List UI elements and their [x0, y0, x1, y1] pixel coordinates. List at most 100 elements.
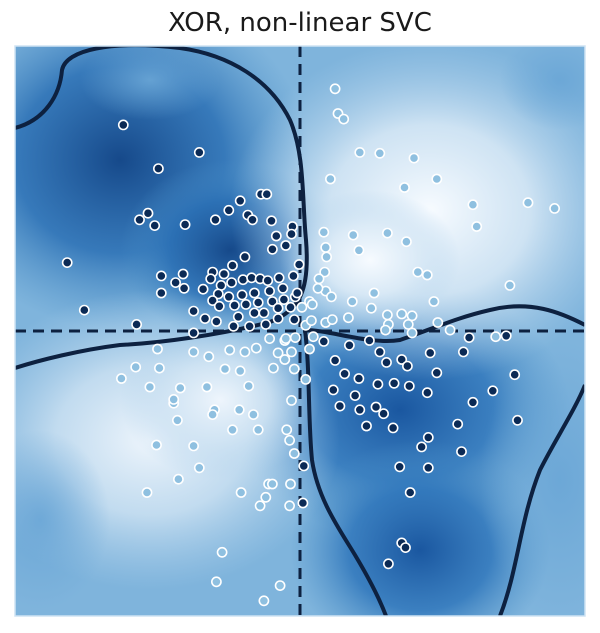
data-point-negative-73	[279, 354, 291, 365]
data-point-negative-22	[421, 269, 433, 281]
data-point-positive-80	[372, 378, 384, 390]
data-point-positive-49	[240, 298, 252, 310]
data-point-negative-15	[400, 236, 412, 248]
data-point-negative-0	[329, 83, 341, 95]
data-point-negative-12	[471, 221, 483, 232]
data-point-negative-61	[203, 351, 215, 363]
data-point-positive-108	[394, 461, 406, 473]
data-point-negative-97	[172, 473, 184, 485]
data-point-positive-70	[61, 257, 73, 268]
data-point-negative-101	[141, 487, 153, 498]
data-point-negative-6	[408, 152, 420, 164]
data-point-negative-25	[313, 273, 325, 285]
data-point-positive-58	[285, 301, 296, 313]
scatter-points	[61, 83, 560, 607]
data-point-negative-19	[321, 251, 332, 263]
data-point-positive-63	[272, 313, 284, 324]
data-point-positive-89	[424, 347, 436, 359]
data-point-negative-95	[285, 478, 296, 490]
data-point-positive-100	[452, 418, 464, 430]
data-point-negative-71	[243, 380, 255, 392]
data-point-negative-38	[306, 298, 318, 310]
data-point-positive-42	[248, 287, 260, 299]
data-point-positive-99	[422, 431, 434, 443]
data-point-positive-3	[142, 207, 154, 219]
data-point-positive-77	[381, 356, 392, 368]
data-point-negative-2	[338, 113, 350, 125]
data-point-negative-17	[320, 241, 332, 253]
data-point-negative-54	[307, 331, 319, 343]
data-point-negative-58	[250, 342, 262, 354]
data-point-negative-100	[260, 491, 272, 503]
data-point-positive-69	[78, 304, 90, 316]
data-point-positive-13	[247, 214, 258, 226]
data-point-negative-28	[346, 296, 358, 307]
data-point-positive-57	[272, 302, 284, 314]
data-point-positive-81	[353, 373, 365, 384]
data-point-positive-48	[229, 299, 240, 311]
data-point-negative-77	[233, 404, 245, 416]
data-point-positive-106	[422, 462, 434, 474]
data-point-negative-64	[130, 361, 142, 373]
data-point-negative-44	[380, 324, 391, 336]
data-point-negative-4	[374, 147, 386, 159]
data-point-negative-47	[432, 317, 444, 328]
data-point-negative-89	[284, 434, 295, 446]
data-point-negative-48	[396, 308, 408, 320]
data-point-negative-34	[342, 312, 354, 324]
data-point-positive-45	[212, 288, 224, 300]
data-point-positive-93	[431, 367, 443, 379]
data-point-positive-37	[273, 272, 285, 284]
data-point-positive-17	[286, 228, 297, 240]
data-point-positive-91	[500, 330, 512, 342]
data-point-positive-107	[416, 441, 427, 453]
data-point-negative-40	[326, 314, 338, 325]
data-point-positive-4	[134, 214, 145, 226]
data-point-negative-72	[267, 362, 279, 374]
data-point-positive-60	[228, 320, 239, 332]
data-point-negative-63	[152, 343, 163, 355]
data-point-positive-101	[467, 396, 479, 408]
data-point-negative-105	[258, 595, 270, 607]
data-point-negative-88	[281, 424, 293, 436]
data-point-negative-39	[312, 282, 324, 294]
data-point-negative-91	[193, 462, 205, 474]
data-point-negative-75	[300, 373, 312, 385]
data-point-positive-84	[327, 384, 339, 396]
data-point-positive-68	[131, 318, 142, 330]
data-point-positive-111	[404, 487, 416, 498]
data-point-negative-104	[274, 580, 286, 591]
data-point-negative-16	[353, 244, 365, 256]
axes-frame	[14, 45, 586, 617]
data-point-positive-98	[387, 422, 399, 434]
data-point-negative-74	[288, 363, 300, 375]
data-point-positive-76	[374, 346, 386, 358]
data-point-positive-62	[260, 318, 272, 330]
data-point-positive-9	[234, 195, 246, 207]
data-point-negative-57	[272, 347, 284, 359]
data-point-negative-52	[280, 333, 292, 344]
data-point-negative-103	[210, 576, 222, 588]
data-point-negative-85	[227, 424, 238, 436]
data-point-positive-67	[188, 327, 199, 339]
data-point-positive-30	[205, 273, 217, 285]
data-point-negative-32	[381, 309, 393, 321]
decision-boundary-bottom-right	[303, 304, 585, 616]
data-point-negative-66	[116, 373, 127, 384]
data-point-positive-113	[400, 542, 411, 553]
data-point-positive-46	[207, 295, 218, 306]
data-point-positive-83	[349, 390, 361, 401]
data-point-positive-54	[232, 311, 244, 323]
data-point-negative-84	[247, 409, 259, 420]
data-point-positive-66	[188, 305, 199, 317]
data-point-negative-7	[431, 173, 443, 185]
data-point-negative-51	[264, 333, 275, 344]
data-point-positive-50	[252, 297, 264, 308]
data-point-positive-33	[237, 274, 249, 286]
data-point-positive-1	[152, 163, 164, 174]
data-point-positive-22	[218, 268, 230, 280]
data-point-negative-62	[188, 346, 199, 358]
data-point-negative-87	[252, 424, 264, 436]
data-point-positive-41	[264, 285, 275, 297]
